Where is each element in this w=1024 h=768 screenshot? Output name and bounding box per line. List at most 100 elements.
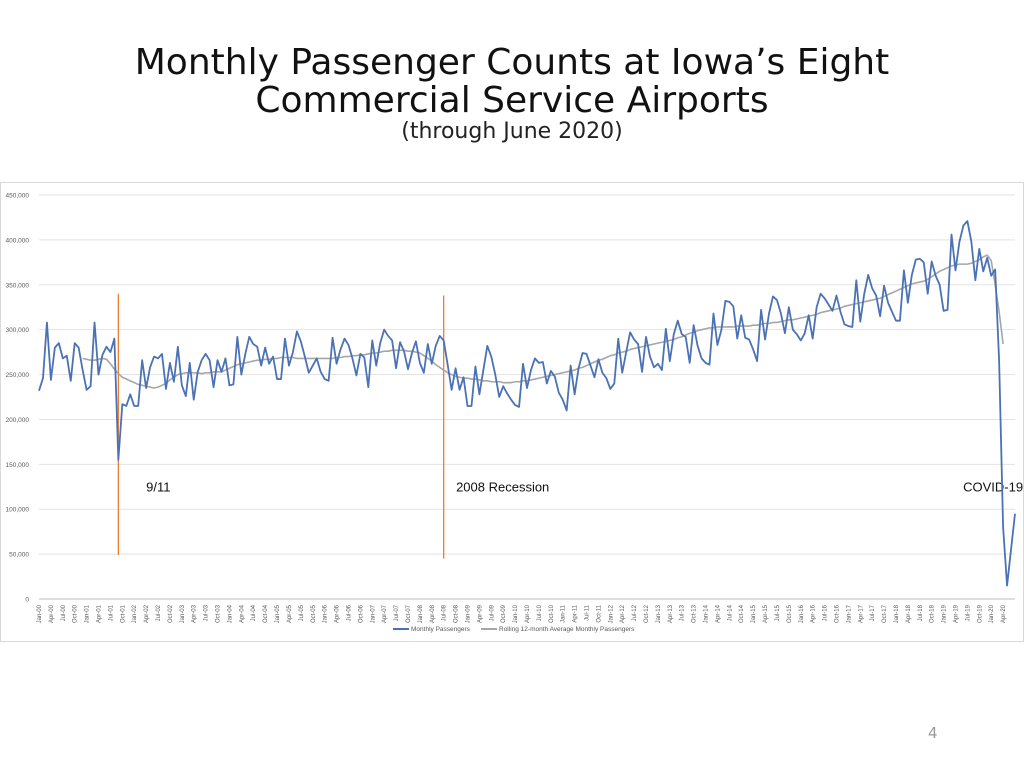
x-tick-label: Apr-10 [525,604,531,623]
y-tick-label: 400,000 [6,237,30,244]
y-tick-label: 300,000 [6,327,30,334]
x-tick-label: Oct-13 [692,604,698,623]
x-tick-label: Jan-03 [180,604,186,623]
x-tick-label: Jul-04 [251,604,257,621]
y-tick-label: 0 [25,597,29,604]
x-tick-label: Jul-17 [870,604,876,621]
x-tick-label: Jan-15 [751,604,757,623]
x-tick-label: Jan-20 [989,604,995,623]
x-tick-label: Jul-08 [442,604,448,621]
chart-legend: Monthly Passengers Rolling 12-month Avera… [393,626,635,633]
x-tick-label: Jul-05 [299,604,305,621]
x-tick-label: Oct-01 [120,604,126,623]
x-tick-label: Jul-03 [204,604,210,621]
x-tick-label: Oct-10 [549,604,555,623]
x-tick-label: Jan-13 [656,604,662,623]
event-markers: 9/11 2008 Recession COVID-19 [117,293,1023,559]
slide-subtitle: (through June 2020) [401,119,623,144]
x-tick-label: Jan-00 [37,604,43,623]
x-tick-label: Oct-19 [977,604,983,623]
x-tick-label: Jul-18 [918,604,924,621]
x-tick-label: Oct-17 [882,604,888,623]
x-tick-label: Jan-05 [275,604,281,623]
x-tick-label: Jan-08 [418,604,424,623]
x-tick-label: Apr-19 [953,604,959,623]
x-tick-label: Jul-07 [394,604,400,621]
x-tick-label: Oct-14 [739,604,745,623]
x-tick-label: Oct-05 [311,604,317,623]
event-label: 2008 Recession [456,479,549,494]
y-axis-ticks: 0 50,000 100,000 150,000 200,000 250,000 300,0… [6,193,30,604]
x-axis-ticks: Jan-00 Apr-00 Jul-00 Oct-00 Jan-01 Apr-01 Jul-… [37,604,1007,623]
x-tick-label: Apr-00 [49,604,55,623]
x-tick-label: Oct-11 [596,604,602,622]
x-tick-label: Apr-14 [715,604,721,623]
x-tick-label: Jul-09 [489,604,495,621]
x-tick-label: Oct-16 [834,604,840,623]
chart-frame: 0 50,000 100,000 150,000 200,000 250,000 300,0… [0,182,1024,642]
x-tick-label: Apr-20 [1001,604,1007,623]
event-label: COVID-19 [963,479,1023,494]
x-tick-label: Jan-01 [85,604,91,623]
x-tick-label: Apr-07 [382,604,388,623]
x-tick-label: Apr-05 [287,604,293,623]
legend-label: Rolling 12-month Average Monthly Passeng… [499,626,635,633]
x-tick-label: Oct-09 [501,604,507,623]
series-lines [38,220,1016,587]
x-tick-label: Jan-06 [323,604,329,623]
x-tick-label: Jul-19 [965,604,971,621]
legend-label: Monthly Passengers [411,626,471,633]
monthly-passengers-line [38,220,1016,587]
y-tick-label: 150,000 [6,462,30,469]
x-tick-label: Jan-18 [894,604,900,623]
x-tick-label: Jul-16 [823,604,829,621]
x-tick-label: Apr-08 [430,604,436,623]
x-tick-label: Apr-06 [335,604,341,623]
x-tick-label: Jul-12 [632,604,638,621]
slide-title-line-1: Monthly Passenger Counts at Iowa’s Eight [134,42,890,83]
x-tick-label: Jan-16 [799,604,805,623]
x-tick-label: Jul-15 [775,604,781,621]
slide-page-number: 4 [928,724,938,742]
slide-title-line-2: Commercial Service Airports [255,80,769,121]
x-tick-label: Jan-14 [704,604,710,623]
y-tick-label: 200,000 [6,417,30,424]
x-tick-label: Apr-18 [906,604,912,623]
x-tick-label: Apr-04 [239,604,245,623]
x-tick-label: Oct-03 [216,604,222,623]
x-tick-label: Apr-16 [811,604,817,623]
x-tick-label: Apr-03 [192,604,198,623]
grid-lines [39,194,1015,600]
x-tick-label: Apr-01 [97,604,103,623]
x-tick-label: Jan-09 [465,604,471,623]
x-tick-label: Apr-02 [144,604,150,623]
x-tick-label: Jul-06 [346,604,352,621]
x-tick-label: Oct-00 [73,604,79,623]
x-tick-label: Apr-11 [573,604,579,622]
x-tick-label: Jan-02 [132,604,138,623]
x-tick-label: Jul-10 [537,604,543,621]
x-tick-label: Jan-19 [942,604,948,623]
x-tick-label: Jan-12 [608,604,614,623]
passenger-chart: 0 50,000 100,000 150,000 200,000 250,000 300,0… [6,193,1024,634]
x-tick-label: Apr-13 [668,604,674,623]
rolling-average-line [82,254,1004,389]
x-tick-label: Apr-09 [477,604,483,623]
y-tick-label: 250,000 [6,372,30,379]
x-tick-label: Oct-15 [787,604,793,623]
y-tick-label: 350,000 [6,282,30,289]
x-tick-label: Apr-15 [763,604,769,623]
x-tick-label: Jan-11 [561,604,567,623]
x-tick-label: Jul-02 [156,604,162,621]
x-tick-label: Oct-06 [358,604,364,623]
x-tick-label: Oct-18 [930,604,936,623]
x-tick-label: Jul-14 [727,604,733,621]
slide-title: Monthly Passenger Counts at Iowa’s Eight… [0,44,1024,120]
x-tick-label: Jul-11 [585,604,591,621]
x-tick-label: Oct-08 [454,604,460,623]
y-tick-label: 450,000 [6,193,30,200]
event-label: 9/11 [146,479,170,494]
y-tick-label: 100,000 [6,507,30,514]
x-tick-label: Oct-02 [168,604,174,623]
y-tick-label: 50,000 [9,552,29,559]
